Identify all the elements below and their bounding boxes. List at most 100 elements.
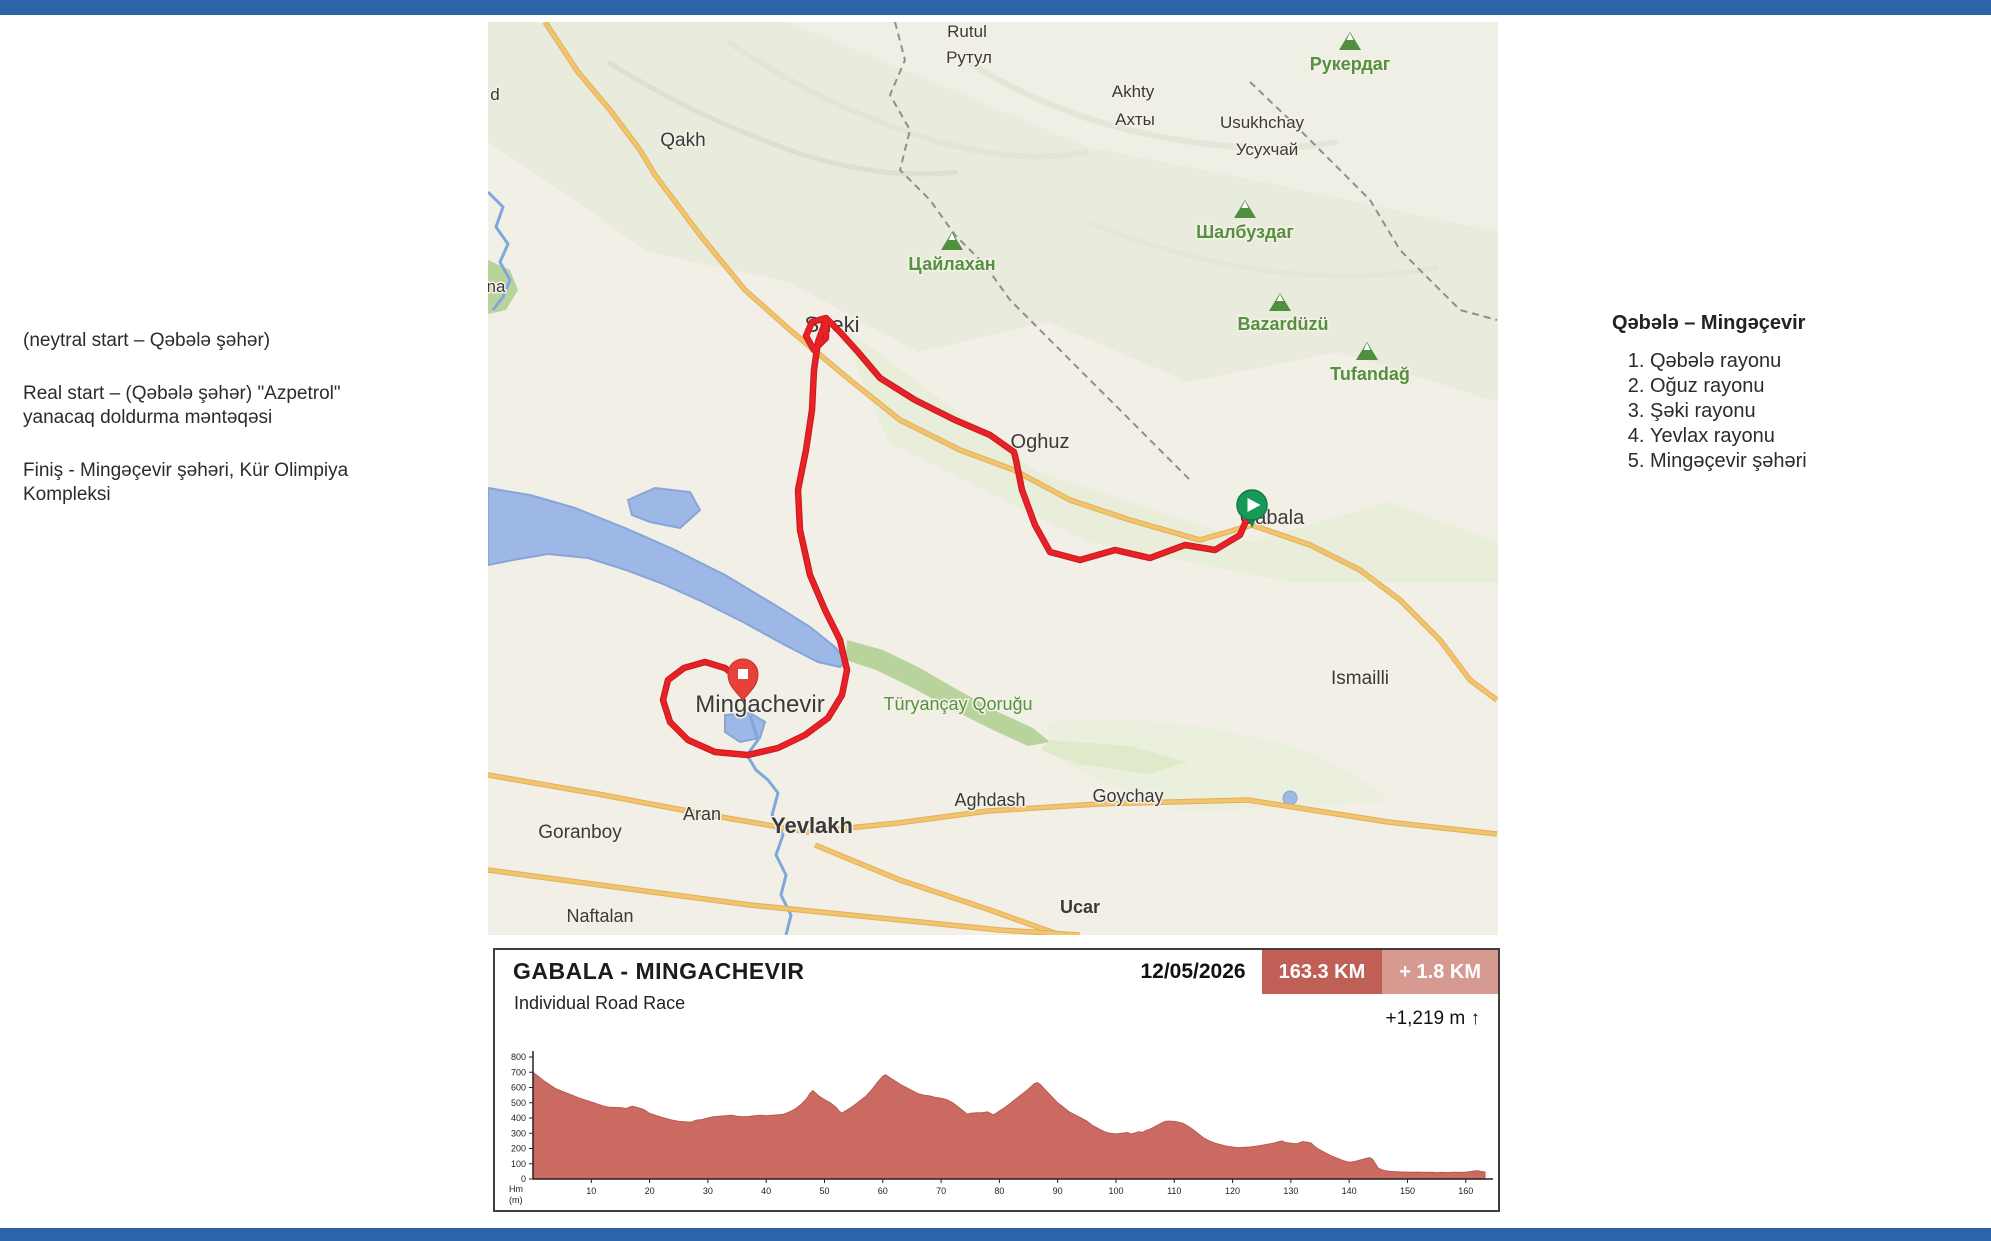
y-tick-label: 500 [511,1098,526,1108]
river [486,190,512,311]
mountain-peak-cap [948,233,956,240]
x-tick-label: 80 [994,1186,1004,1196]
bottom-accent-bar [0,1228,1991,1241]
district-item: Oğuz rayonu [1650,374,1940,399]
x-tick-label: 20 [645,1186,655,1196]
x-tick-label: 50 [819,1186,829,1196]
x-tick-label: 90 [1053,1186,1063,1196]
y-tick-label: 700 [511,1067,526,1077]
map-label--: Рутул [946,48,992,67]
lowland-green [1048,720,1388,812]
stage-route-title: Qəbələ – Mingəçevir [1612,312,1806,334]
y-tick-label: 800 [511,1052,526,1062]
map-label--: Ахты [1115,110,1155,129]
peak-label: Шалбуздаг [1196,222,1294,242]
lake [487,486,848,669]
road [543,21,1499,702]
mountain-peak-icon [1234,200,1256,218]
district-item: Qəbələ rayonu [1650,349,1940,374]
map-label--: Усухчай [1236,140,1299,159]
road [814,843,1061,937]
map-label-aran: Aran [683,804,721,824]
map-label-na: na [488,277,506,296]
map-label-akhty: Akhty [1112,82,1155,101]
real-start-note: Real start – (Qəbələ şəhər) "Azpetrol" y… [23,383,341,428]
map-label-qakh: Qakh [660,130,705,151]
finish-note: Finiş - Mingəçevir şəhəri, Kür Olimpiya … [23,460,349,505]
mountain-peak-icon [1356,342,1378,360]
map-label-ucar: Ucar [1060,897,1100,917]
route-map: Qakh Sheki Oghuz Gabala Ismailli Mingachevir G… [485,20,1499,938]
mountain-peak-cap [1276,294,1284,301]
elevation-area [532,1071,1486,1180]
x-unit-label: (m) [509,1195,523,1205]
x-tick-label: 10 [586,1186,596,1196]
race-type: Individual Road Race [514,993,686,1013]
x-tick-label: 160 [1458,1186,1473,1196]
road [487,773,1498,836]
race-date: 12/05/2026 [1140,960,1246,983]
lake [626,486,702,530]
mountain-peak-cap [1346,33,1354,40]
x-tick-label: 60 [878,1186,888,1196]
neutral-distance-badge: + 1.8 KM [1382,950,1498,994]
neutral-start-note: (neytral start – Qəbələ şəhər) [23,330,271,351]
forest-area-pale [1040,740,1188,774]
forest-area [488,260,518,314]
y-tick-label: 400 [511,1113,526,1123]
x-tick-label: 140 [1342,1186,1357,1196]
map-label-oghuz: Oghuz [1011,431,1070,453]
mountain-peak-cap [1241,201,1249,208]
district-item: Yevlax rayonu [1650,424,1940,449]
ridge-line [726,39,1089,160]
finish-pin-icon [727,658,759,701]
start-finish-notes: (neytral start – Qəbələ şəhər) Real star… [23,329,405,536]
distance-badge: 163.3 KM [1261,950,1383,994]
y-tick-label: 300 [511,1128,526,1138]
y-tick-label: 0 [521,1174,526,1184]
x-unit-label: Hm [509,1184,523,1194]
route-map-canvas: QakhShekiOghuzGabalaIsmailliMingachevirG… [485,20,1499,938]
ridge-line [1087,219,1439,279]
elevation-profile-panel: GABALA - MINGACHEVIR Individual Road Rac… [493,948,1500,1212]
mountain-peak-cap [1363,343,1371,350]
start-play-icon [1247,498,1261,512]
map-label-naftalan: Naftalan [566,906,633,926]
top-accent-bar [0,0,1991,15]
elevation-gain: +1,219 m ↑ [1385,1008,1480,1029]
country-border [1249,81,1498,321]
mountain-peak-icon [1339,32,1361,50]
x-tick-label: 130 [1283,1186,1298,1196]
ridge-line [966,59,1339,151]
peak-label: Tufandağ [1330,364,1410,384]
map-label-goychay: Goychay [1092,786,1163,806]
forest-area [846,640,1050,746]
pond [1282,790,1298,806]
x-tick-label: 70 [936,1186,946,1196]
high-mountain-area [788,22,1498,232]
peak-label: Рукердаг [1310,54,1391,74]
district-item: Mingəçevir şəhəri [1650,449,1940,474]
map-label-goranboy: Goranboy [538,822,622,843]
country-border [888,21,1191,481]
x-tick-label: 100 [1108,1186,1123,1196]
ridge-line [606,59,959,177]
y-tick-label: 200 [511,1144,526,1154]
mountain-peak-icon [1269,293,1291,311]
map-label-rutul: Rutul [947,22,987,41]
map-label-t-ryan-ay-qoru-u: Türyançay Qoruğu [883,694,1032,714]
x-tick-label: 150 [1400,1186,1415,1196]
peak-label: Bazardüzü [1237,314,1328,334]
x-tick-label: 120 [1225,1186,1240,1196]
x-tick-label: 40 [761,1186,771,1196]
district-list-panel: Qəbələ – Mingəçevir Qəbələ rayonuOğuz ra… [1610,312,1940,474]
road [487,868,1081,937]
x-tick-label: 30 [703,1186,713,1196]
map-label-yevlakh: Yevlakh [771,813,853,838]
race-title: GABALA - MINGACHEVIR [513,958,805,984]
y-tick-label: 600 [511,1083,526,1093]
race-route [660,315,1255,758]
district-list: Qəbələ rayonuOğuz rayonuŞəki rayonuYevla… [1610,349,1940,474]
peak-label: Цайлахан [908,254,995,274]
map-label-ismailli: Ismailli [1331,668,1389,689]
